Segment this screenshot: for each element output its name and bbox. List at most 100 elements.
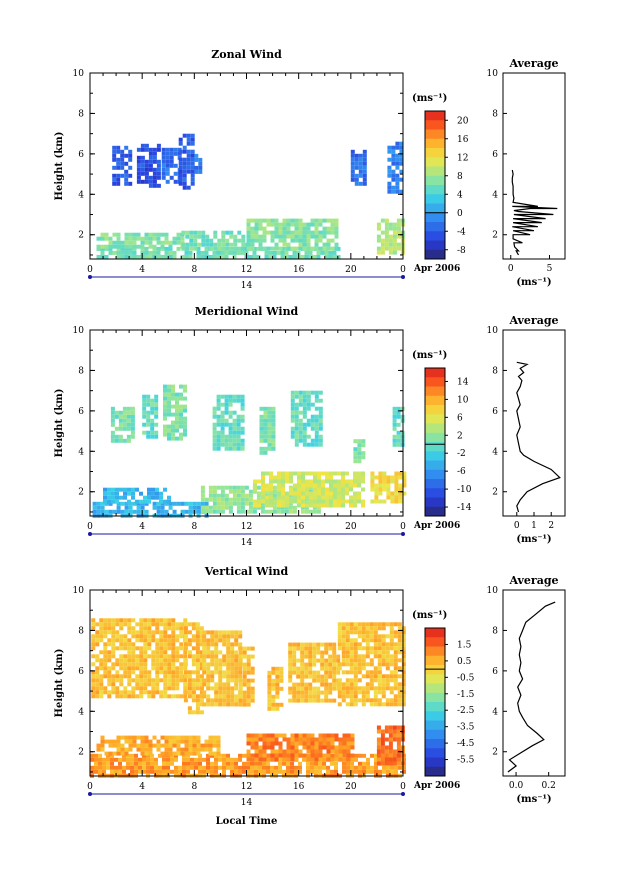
heatmap-cell bbox=[242, 654, 247, 659]
heatmap-cell bbox=[318, 390, 323, 395]
heatmap-cell bbox=[262, 761, 266, 766]
heatmap-cell bbox=[285, 475, 289, 480]
heatmap-cell bbox=[148, 751, 153, 756]
heatmap-cell bbox=[342, 745, 347, 750]
heatmap-cell bbox=[191, 662, 196, 667]
heatmap-cell bbox=[124, 246, 129, 251]
heatmap-cell bbox=[232, 489, 237, 494]
heatmap-cell bbox=[334, 234, 339, 239]
heatmap-cell bbox=[95, 666, 100, 671]
heatmap-cell bbox=[393, 670, 398, 675]
heatmap-cell bbox=[120, 246, 125, 251]
heatmap-cell bbox=[194, 169, 199, 174]
heatmap-cell bbox=[147, 487, 151, 492]
heatmap-cell bbox=[208, 743, 213, 748]
heatmap-cell bbox=[261, 495, 265, 500]
heatmap-cell bbox=[171, 436, 175, 441]
heatmap-cell bbox=[337, 634, 342, 639]
heatmap-cell bbox=[171, 638, 176, 643]
heatmap-cell bbox=[166, 757, 170, 762]
heatmap-cell bbox=[104, 501, 109, 506]
heatmap-cell bbox=[222, 654, 227, 659]
heatmap-cell bbox=[139, 658, 144, 663]
heatmap-cell bbox=[103, 630, 108, 635]
y-tick-label: 10 bbox=[73, 69, 85, 79]
heatmap-cell bbox=[155, 678, 160, 683]
heatmap-cell bbox=[330, 737, 335, 742]
heatmap-cell bbox=[187, 642, 192, 647]
heatmap-cell bbox=[354, 165, 359, 170]
heatmap-cell bbox=[387, 149, 392, 154]
heatmap-cell bbox=[388, 725, 393, 730]
panel-title: Zonal Wind bbox=[211, 48, 282, 61]
heatmap-cell bbox=[282, 737, 287, 742]
heatmap-cell bbox=[167, 694, 172, 699]
heatmap-cell bbox=[358, 753, 362, 758]
heatmap-cell bbox=[266, 737, 271, 742]
heatmap-cell bbox=[152, 151, 157, 156]
heatmap-cell bbox=[234, 702, 239, 707]
heatmap-cell bbox=[369, 698, 374, 703]
heatmap-cell bbox=[148, 244, 153, 249]
heatmap-cell bbox=[163, 424, 167, 429]
heatmap-cell bbox=[365, 690, 370, 695]
colorbar-tick-label: -2 bbox=[457, 449, 466, 459]
heatmap-cell bbox=[171, 396, 175, 401]
heatmap-cell bbox=[266, 222, 271, 227]
heatmap-cell bbox=[310, 737, 315, 742]
heatmap-cell bbox=[176, 240, 181, 245]
heatmap-cell bbox=[216, 751, 221, 756]
heatmap-cell bbox=[176, 232, 181, 237]
heatmap-cell bbox=[226, 686, 231, 691]
heatmap-cell bbox=[269, 487, 273, 492]
heatmap-cell bbox=[310, 442, 315, 447]
heatmap-cell bbox=[131, 654, 136, 659]
heatmap-cell bbox=[182, 757, 186, 762]
heatmap-cell bbox=[119, 690, 124, 695]
heatmap-cell bbox=[214, 658, 219, 663]
heatmap-cell bbox=[152, 179, 157, 184]
heatmap-cell bbox=[250, 765, 254, 770]
heatmap-cell bbox=[214, 670, 219, 675]
heatmap-cell bbox=[222, 702, 227, 707]
heatmap-cell bbox=[271, 414, 276, 419]
heatmap-cell bbox=[188, 739, 193, 744]
heatmap-cell bbox=[175, 658, 180, 663]
heatmap-cell bbox=[139, 666, 144, 671]
heatmap-cell bbox=[140, 250, 145, 255]
heatmap-cell bbox=[173, 179, 178, 184]
heatmap-cell bbox=[402, 757, 406, 762]
heatmap-cell bbox=[258, 238, 263, 243]
heatmap-cell bbox=[388, 238, 393, 243]
heatmap-cell bbox=[362, 173, 367, 178]
heatmap-cell bbox=[275, 670, 280, 675]
heatmap-cell bbox=[242, 769, 246, 774]
heatmap-cell bbox=[171, 420, 175, 425]
heatmap-cell bbox=[250, 226, 255, 231]
heatmap-cell bbox=[222, 670, 227, 675]
heatmap-cell bbox=[100, 739, 105, 744]
heatmap-cell bbox=[151, 495, 155, 500]
heatmap-cell bbox=[304, 662, 309, 667]
heatmap-cell bbox=[188, 735, 193, 740]
avg-y-tick-label: 4 bbox=[492, 447, 498, 457]
heatmap-cell bbox=[208, 509, 213, 514]
heatmap-cell bbox=[190, 169, 195, 174]
heatmap-cell bbox=[99, 630, 104, 635]
heatmap-cell bbox=[312, 678, 317, 683]
y-tick-label: 10 bbox=[73, 326, 85, 336]
heatmap-cell bbox=[183, 408, 187, 413]
heatmap-cell bbox=[296, 674, 301, 679]
heatmap-cell bbox=[236, 442, 241, 447]
heatmap-cell bbox=[302, 222, 307, 227]
heatmap-cell bbox=[395, 145, 400, 150]
heatmap-cell bbox=[254, 226, 259, 231]
heatmap-cell bbox=[296, 250, 301, 255]
heatmap-cell bbox=[349, 686, 354, 691]
heatmap-cell bbox=[220, 254, 225, 259]
heatmap-cell bbox=[358, 169, 363, 174]
heatmap-cell bbox=[332, 674, 337, 679]
heatmap-cell bbox=[324, 646, 329, 651]
heatmap-cell bbox=[314, 222, 319, 227]
heatmap-cell bbox=[296, 658, 301, 663]
